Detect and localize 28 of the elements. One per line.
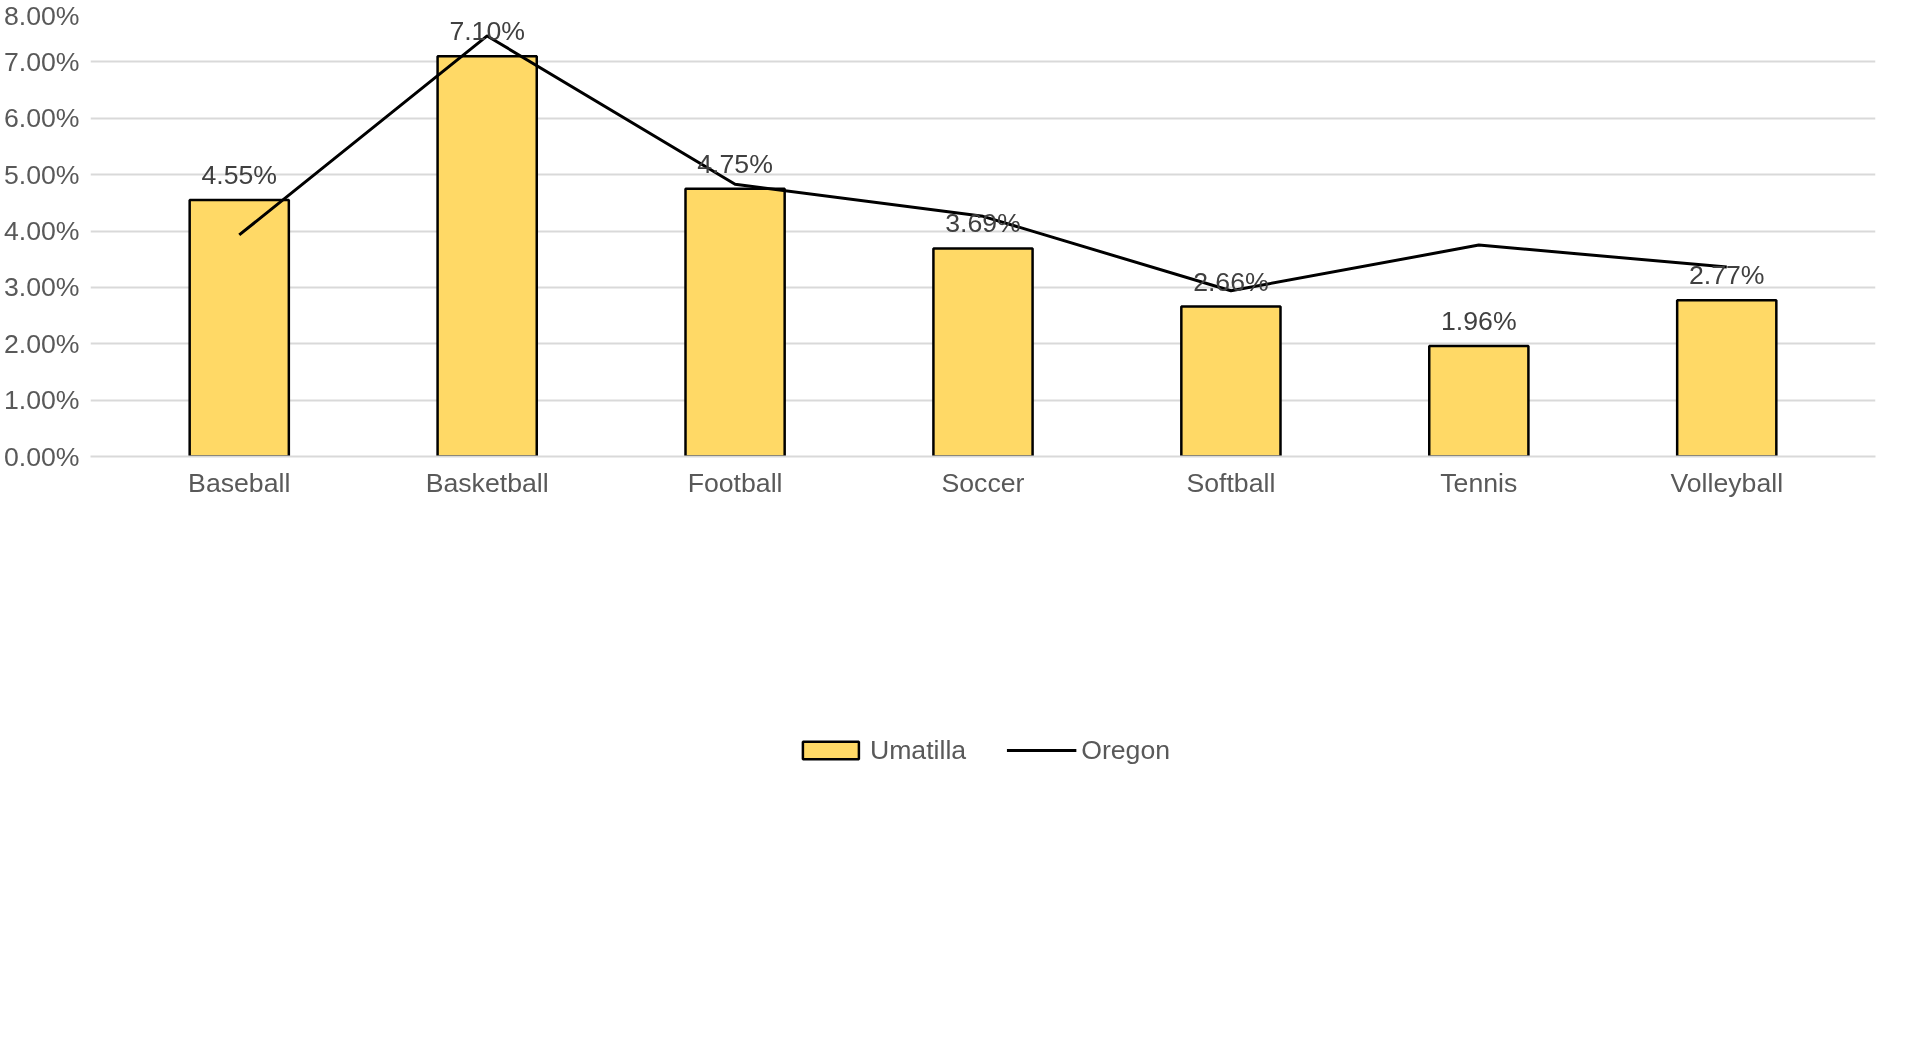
x-tick-label: Softball: [1186, 467, 1276, 498]
y-tick-label: 8.00%: [3, 0, 80, 31]
data-label: 1.96%: [1441, 306, 1517, 337]
bar: [1180, 305, 1282, 457]
y-tick-label: 2.00%: [3, 328, 80, 359]
x-tick-label: Soccer: [941, 467, 1025, 498]
x-tick-label: Football: [687, 467, 783, 498]
data-label: 4.55%: [201, 159, 278, 190]
x-tick-label: Volleyball: [1670, 467, 1784, 498]
y-tick-label: 6.00%: [3, 103, 80, 134]
bar: [932, 247, 1034, 457]
legend-label: Oregon: [1081, 734, 1171, 766]
data-label: 7.10%: [449, 16, 525, 47]
x-tick-label: Baseball: [188, 467, 291, 498]
y-tick-label: 7.00%: [3, 46, 80, 77]
x-tick-label: Tennis: [1440, 467, 1518, 498]
y-tick-label: 3.00%: [3, 272, 80, 303]
bar: [1675, 299, 1778, 457]
x-tick-label: Basketball: [425, 467, 549, 498]
y-tick-label: 1.00%: [3, 385, 80, 416]
legend-label: Umatilla: [869, 734, 967, 766]
data-label: 4.75%: [697, 148, 773, 179]
y-tick-label: 0.00%: [3, 441, 80, 472]
y-tick-label: 4.00%: [3, 216, 80, 246]
data-label: 3.69%: [945, 208, 1021, 239]
data-label: 2.77%: [1688, 260, 1765, 291]
y-tick-label: 5.00%: [3, 159, 80, 190]
bar: [1428, 344, 1530, 457]
